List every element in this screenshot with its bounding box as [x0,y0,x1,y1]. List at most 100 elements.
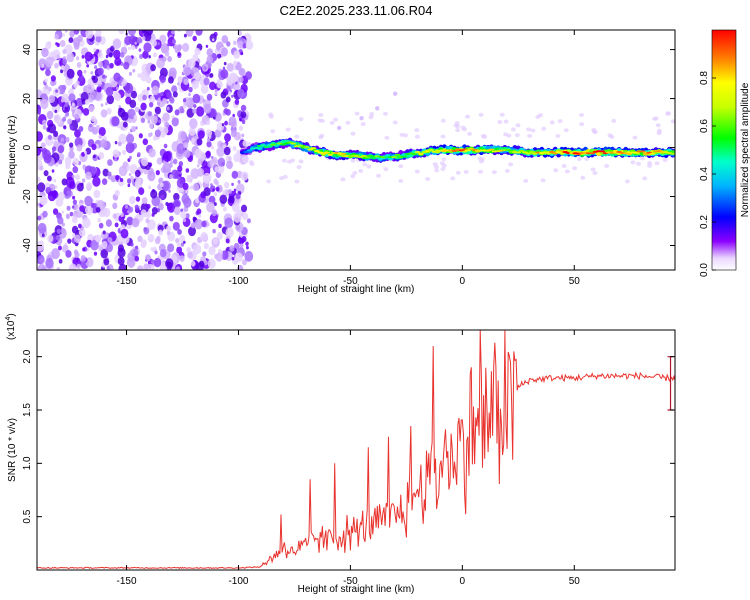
snr-y-label: SNR (10 * v/v) [7,418,18,482]
noise-blob [45,258,54,269]
noise-blob [147,132,152,138]
noise-blob [98,83,101,87]
halo-blob [477,169,483,174]
halo-blob [591,127,597,132]
snr-frame [36,329,676,571]
noise-blob [151,85,160,96]
signal-point [488,148,495,151]
signal-point [246,149,253,152]
noise-blob [207,258,216,269]
noise-blob [189,185,193,190]
signal-point [632,151,639,154]
noise-blob [169,173,174,180]
noise-blob [192,216,197,222]
noise-blob [147,233,155,243]
halo-blob [604,163,610,168]
noise-blob [80,255,86,262]
noise-blob [190,168,200,179]
noise-blob [78,223,82,229]
halo-blob [432,162,438,167]
noise-blob [146,203,151,209]
noise-blob [145,254,151,262]
noise-blob [111,116,120,127]
noise-blob [60,227,66,234]
noise-blob [102,74,106,79]
noise-blob [48,86,52,92]
noise-blob [127,206,134,213]
noise-blob [125,142,135,154]
noise-blob [196,164,200,168]
noise-blob [135,45,138,49]
noise-blob [188,226,196,237]
noise-blob [82,166,86,170]
noise-blob [166,225,172,232]
noise-blob [162,162,172,173]
noise-blob [72,157,80,166]
noise-blob [232,145,237,151]
halo-blob [352,171,358,176]
noise-blob [51,169,55,173]
noise-blob [127,108,136,120]
noise-blob [211,38,215,42]
noise-blob [76,263,81,270]
halo-blob [281,158,287,163]
noise-blob [58,259,63,264]
halo-blob [624,179,630,184]
halo-blob [369,112,375,117]
noise-blob [106,107,112,115]
noise-blob [85,84,93,94]
noise-blob [62,116,67,122]
noise-blob [128,71,133,76]
noise-blob [135,196,141,202]
halo-blob [368,115,374,120]
noise-blob [191,138,195,143]
y-tick-label: 2.0 [22,349,33,363]
noise-blob [206,120,211,126]
noise-blob [72,166,79,174]
noise-blob [54,109,58,113]
noise-blob [220,91,227,99]
noise-blob [148,101,154,108]
noise-blob [194,148,203,159]
noise-blob [218,248,222,254]
noise-blob [237,88,245,99]
noise-blob [209,33,217,43]
noise-blob [64,107,68,112]
noise-blob [225,227,234,238]
snr-y-multiplier: (x104) [5,313,17,340]
noise-blob [47,190,57,202]
noise-blob [206,201,215,213]
noise-blob [61,210,65,214]
noise-blob [173,44,178,49]
noise-blob [82,107,90,116]
noise-blob [128,118,132,123]
noise-blob [37,176,41,183]
noise-blob [97,67,104,76]
noise-blob [42,85,51,96]
noise-blob [168,189,171,193]
halo-blob [440,118,446,123]
halo-blob [572,166,578,171]
snr-panel: -150 -100 -50 0 50 0.5 1.0 1.5 2.0 Height of st… [5,313,676,595]
halo-blob [632,135,638,140]
halo-blob [366,164,372,169]
halo-blob [590,167,596,172]
noise-blob [143,31,152,42]
noise-blob [245,40,254,50]
colorbar-tick-label: 0.4 [699,167,710,181]
signal-point [599,150,606,153]
y-tick-label: 0 [22,144,33,150]
noise-blob [163,143,168,149]
noise-blob [97,217,102,223]
noise-blob [166,230,171,236]
noise-blob [52,49,61,60]
noise-blob [209,81,216,91]
noise-blob [85,171,92,180]
halo-blob [504,168,510,173]
noise-blob [140,71,149,82]
noise-blob [130,90,138,99]
noise-blob [206,140,212,148]
noise-blob [113,72,121,82]
noise-blob [172,221,180,231]
noise-blob [177,52,181,57]
